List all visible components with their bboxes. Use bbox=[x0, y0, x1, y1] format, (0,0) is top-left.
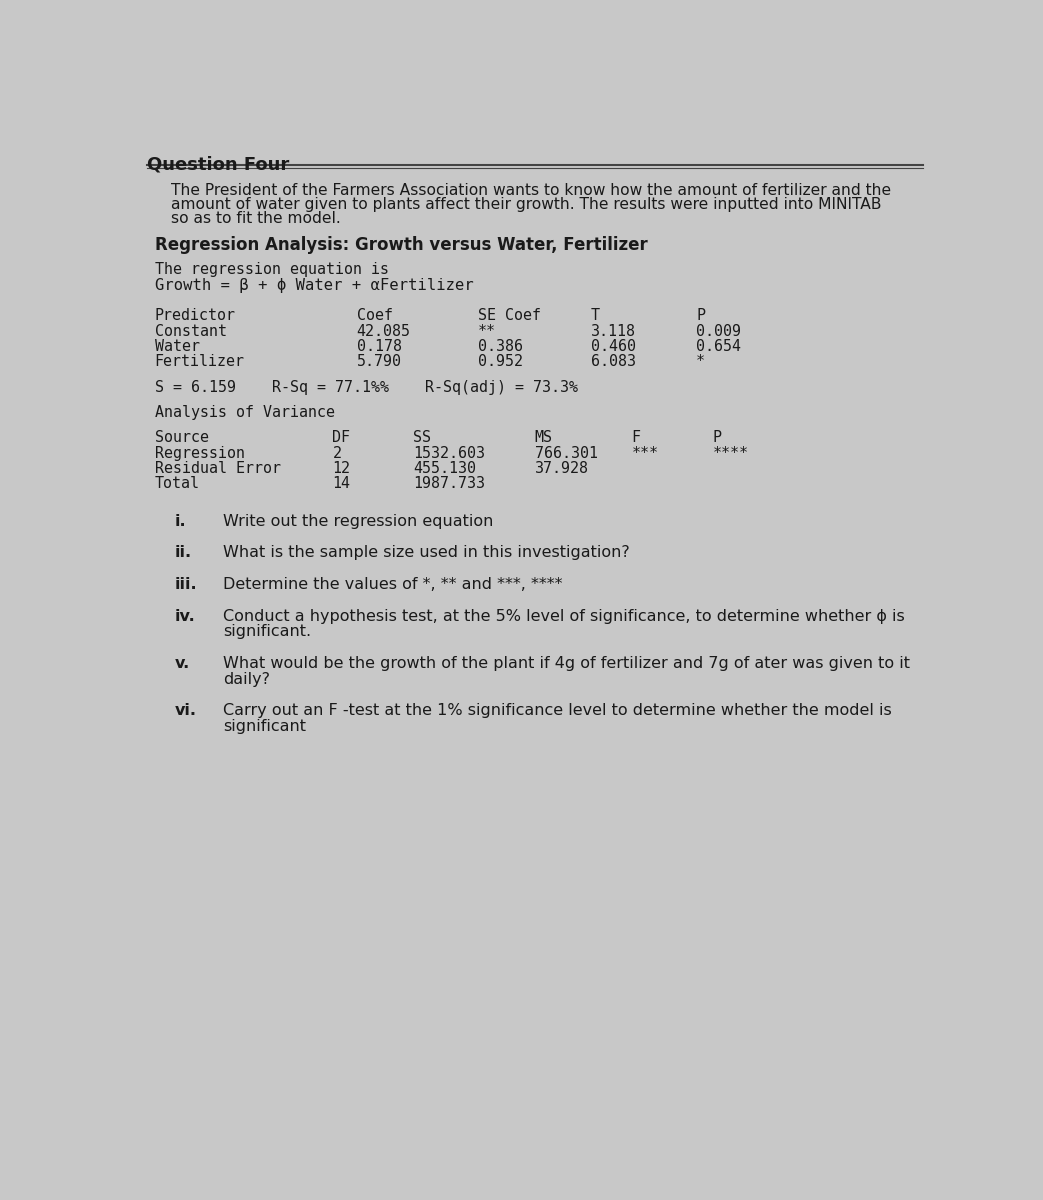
Text: Conduct a hypothesis test, at the 5% level of significance, to determine whether: Conduct a hypothesis test, at the 5% lev… bbox=[223, 610, 905, 624]
Text: significant: significant bbox=[223, 719, 307, 733]
Text: Write out the regression equation: Write out the regression equation bbox=[223, 514, 493, 528]
Text: Constant: Constant bbox=[154, 324, 226, 340]
Text: 42.085: 42.085 bbox=[357, 324, 411, 340]
Text: Carry out an F -test at the 1% significance level to determine whether the model: Carry out an F -test at the 1% significa… bbox=[223, 703, 892, 719]
Text: T: T bbox=[591, 308, 600, 324]
Text: **: ** bbox=[478, 324, 496, 340]
Text: iv.: iv. bbox=[175, 610, 196, 624]
Text: 0.654: 0.654 bbox=[697, 338, 742, 354]
Text: so as to fit the model.: so as to fit the model. bbox=[171, 210, 341, 226]
Text: i.: i. bbox=[175, 514, 187, 528]
Text: amount of water given to plants affect their growth. The results were inputted i: amount of water given to plants affect t… bbox=[171, 197, 881, 211]
Text: 37.928: 37.928 bbox=[534, 461, 588, 476]
Text: significant.: significant. bbox=[223, 624, 312, 640]
Text: SE Coef: SE Coef bbox=[478, 308, 541, 324]
Text: Total: Total bbox=[154, 475, 199, 491]
Text: 2: 2 bbox=[333, 446, 341, 461]
Text: vi.: vi. bbox=[175, 703, 197, 719]
Text: Fertilizer: Fertilizer bbox=[154, 354, 245, 368]
Text: 0.952: 0.952 bbox=[478, 354, 523, 368]
Text: Residual Error: Residual Error bbox=[154, 461, 281, 476]
Text: What is the sample size used in this investigation?: What is the sample size used in this inv… bbox=[223, 546, 630, 560]
Text: P: P bbox=[697, 308, 705, 324]
Text: iii.: iii. bbox=[175, 577, 197, 593]
Text: Source: Source bbox=[154, 431, 209, 445]
Text: P: P bbox=[712, 431, 722, 445]
Text: 455.130: 455.130 bbox=[413, 461, 477, 476]
Text: ii.: ii. bbox=[175, 546, 192, 560]
Text: Growth = β + ϕ Water + αFertilizer: Growth = β + ϕ Water + αFertilizer bbox=[154, 278, 474, 293]
Text: 6.083: 6.083 bbox=[591, 354, 636, 368]
Text: ***: *** bbox=[632, 446, 658, 461]
Text: Question Four: Question Four bbox=[146, 155, 289, 173]
Text: 14: 14 bbox=[333, 475, 350, 491]
Text: 5.790: 5.790 bbox=[357, 354, 402, 368]
Text: 766.301: 766.301 bbox=[534, 446, 598, 461]
Text: daily?: daily? bbox=[223, 672, 270, 686]
Text: 0.386: 0.386 bbox=[478, 338, 523, 354]
Text: MS: MS bbox=[534, 431, 553, 445]
Text: Predictor: Predictor bbox=[154, 308, 236, 324]
Text: v.: v. bbox=[175, 656, 190, 671]
Text: The President of the Farmers Association wants to know how the amount of fertili: The President of the Farmers Association… bbox=[171, 182, 891, 198]
Text: The regression equation is: The regression equation is bbox=[154, 263, 389, 277]
Text: S = 6.159    R-Sq = 77.1%%    R-Sq(adj) = 73.3%: S = 6.159 R-Sq = 77.1%% R-Sq(adj) = 73.3… bbox=[154, 379, 578, 395]
Text: What would be the growth of the plant if 4g of fertilizer and 7g of ater was giv: What would be the growth of the plant if… bbox=[223, 656, 911, 671]
Text: Regression Analysis: Growth versus Water, Fertilizer: Regression Analysis: Growth versus Water… bbox=[154, 236, 648, 254]
Text: SS: SS bbox=[413, 431, 432, 445]
Text: 0.178: 0.178 bbox=[357, 338, 402, 354]
Text: *: * bbox=[697, 354, 705, 368]
Text: 1532.603: 1532.603 bbox=[413, 446, 485, 461]
Text: Analysis of Variance: Analysis of Variance bbox=[154, 404, 335, 420]
Text: ****: **** bbox=[712, 446, 749, 461]
Text: 0.460: 0.460 bbox=[591, 338, 636, 354]
Text: 1987.733: 1987.733 bbox=[413, 475, 485, 491]
Text: F: F bbox=[632, 431, 640, 445]
Text: DF: DF bbox=[333, 431, 350, 445]
Text: 0.009: 0.009 bbox=[697, 324, 742, 340]
Text: Regression: Regression bbox=[154, 446, 245, 461]
Text: Coef: Coef bbox=[357, 308, 393, 324]
Text: 3.118: 3.118 bbox=[591, 324, 636, 340]
Text: Water: Water bbox=[154, 338, 199, 354]
Text: Determine the values of *, ** and ***, ****: Determine the values of *, ** and ***, *… bbox=[223, 577, 563, 593]
Text: 12: 12 bbox=[333, 461, 350, 476]
